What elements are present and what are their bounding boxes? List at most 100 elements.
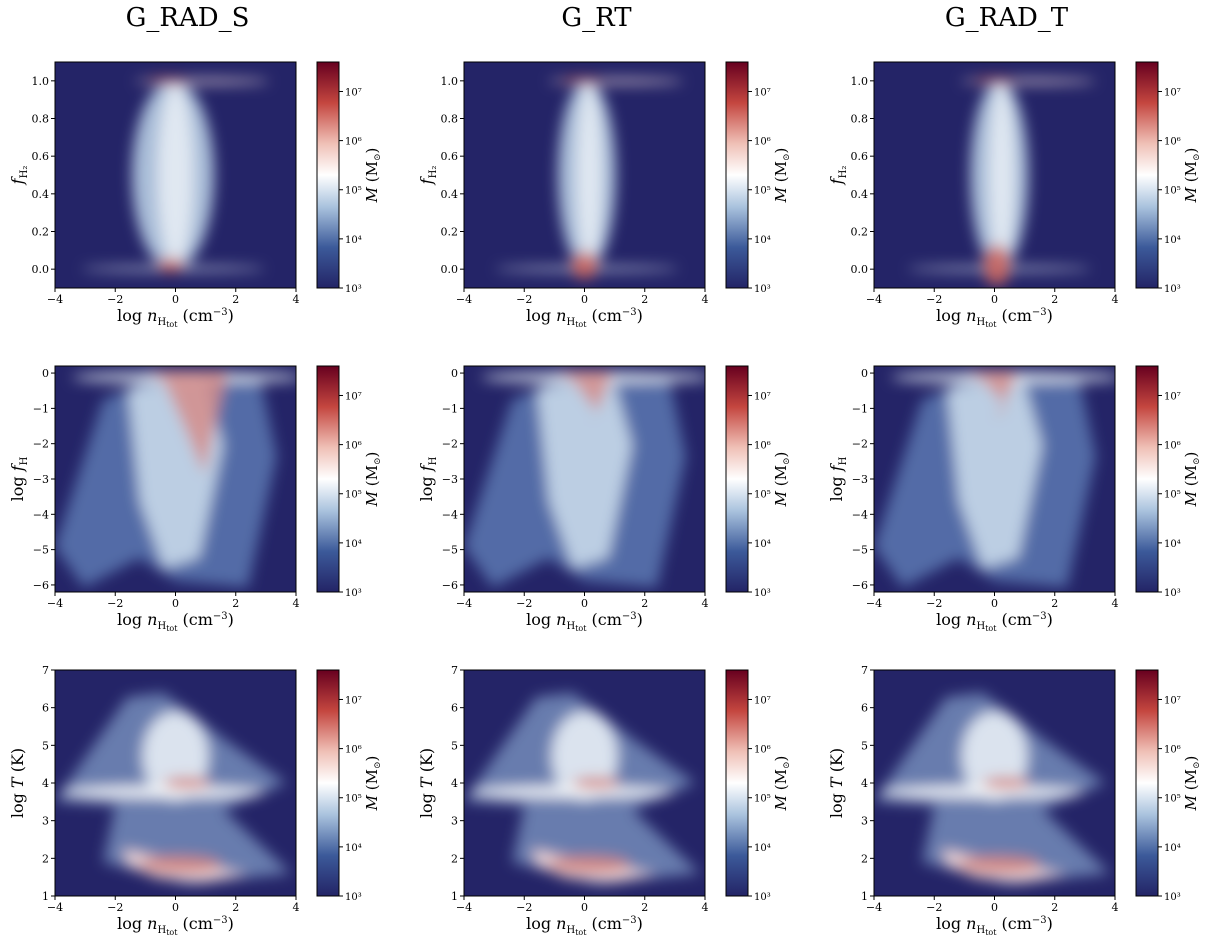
panel-2-2: −4 −2 0 2 4 1 2 3 4 5 6 7 log nHtot (cm−3) log T (K) 1… [827, 664, 1202, 936]
y-tick-label: 2 [451, 852, 458, 865]
y-tick-label: 2 [861, 852, 868, 865]
colorbar [725, 669, 749, 897]
y-tick-label: 0.2 [851, 226, 869, 239]
y-tick-label: 7 [451, 664, 458, 677]
x-tick-label: 4 [702, 597, 709, 610]
x-tick-label: −2 [516, 293, 532, 306]
colorbar [725, 365, 749, 593]
colorbar [1135, 365, 1159, 593]
y-tick-label: 7 [42, 664, 49, 677]
x-tick-label: 2 [1051, 901, 1058, 914]
density-blob [570, 251, 599, 279]
x-tick-label: −4 [47, 901, 63, 914]
density-blob [156, 258, 186, 273]
x-tick-label: −2 [107, 597, 123, 610]
y-tick-label: 5 [451, 739, 458, 752]
density-map [55, 692, 292, 885]
x-tick-label: 0 [172, 901, 179, 914]
y-tick-label: −2 [442, 438, 458, 451]
x-tick-label: −4 [866, 901, 882, 914]
y-tick-label: −2 [33, 438, 49, 451]
x-axis-label: log nHtot (cm−3) [526, 610, 643, 633]
x-tick-label: −4 [456, 901, 472, 914]
x-axis-label: log nHtot (cm−3) [117, 914, 234, 936]
x-tick-label: −4 [47, 597, 63, 610]
colorbar-tick-label: 10⁷ [345, 695, 362, 706]
colorbar-label: M (M⊙) [363, 756, 383, 812]
colorbar-tick-label: 10⁶ [1164, 137, 1181, 148]
y-tick-label: 1 [861, 890, 868, 903]
y-tick-label: 0.8 [32, 113, 50, 126]
panel-0-2: −4 −2 0 2 4 0.0 0.2 0.4 0.6 0.8 1.0 log nHtot (cm−3… [827, 61, 1202, 329]
y-tick-label: −5 [33, 544, 49, 557]
x-tick-label: 4 [702, 901, 709, 914]
density-blob [157, 84, 194, 266]
colorbar-tick-label: 10⁵ [754, 794, 771, 805]
density-blob [972, 77, 1017, 84]
y-tick-label: 4 [451, 777, 458, 790]
y-tick-label: −6 [852, 579, 868, 592]
y-axis-label: log fH [417, 456, 439, 501]
y-tick-label: 3 [42, 815, 49, 828]
y-tick-label: 0.2 [441, 226, 459, 239]
colorbar-tick-label: 10⁵ [1164, 794, 1181, 805]
colorbar-tick-label: 10³ [754, 588, 771, 599]
y-tick-label: 1.0 [32, 75, 50, 88]
y-tick-label: 2 [42, 852, 49, 865]
panel-2-1: −4 −2 0 2 4 1 2 3 4 5 6 7 log nHtot (cm−3) log T (K) 1… [417, 664, 792, 936]
y-tick-label: 0.6 [32, 150, 50, 163]
x-axis-label: log nHtot (cm−3) [117, 306, 234, 329]
colorbar-tick-label: 10⁶ [754, 137, 771, 148]
panel-0-0: −4 −2 0 2 4 0.0 0.2 0.4 0.6 0.8 1.0 log nHtot (cm−3… [8, 61, 383, 329]
colorbar-tick-label: 10⁷ [1164, 87, 1181, 98]
y-tick-label: −6 [442, 579, 458, 592]
x-tick-label: −2 [516, 597, 532, 610]
y-tick-label: 5 [861, 739, 868, 752]
colorbar-tick-label: 10³ [345, 284, 362, 295]
colorbar [725, 61, 749, 289]
y-tick-label: −6 [33, 579, 49, 592]
y-axis-label: log fH [8, 456, 30, 501]
density-blob [471, 785, 674, 799]
x-tick-label: 2 [641, 293, 648, 306]
x-tick-label: 0 [172, 293, 179, 306]
colorbar-tick-label: 10⁷ [345, 87, 362, 98]
colorbar-tick-label: 10³ [754, 892, 771, 903]
density-blob [988, 84, 1015, 266]
density-blob [548, 855, 631, 874]
density-map [495, 77, 684, 279]
x-tick-label: 0 [991, 293, 998, 306]
colorbar-tick-label: 10⁷ [1164, 695, 1181, 706]
colorbar-tick-label: 10⁴ [345, 235, 362, 246]
x-tick-label: −2 [107, 901, 123, 914]
colorbar-tick-label: 10³ [345, 892, 362, 903]
colorbar-tick-label: 10⁴ [754, 235, 771, 246]
x-tick-label: 2 [232, 901, 239, 914]
colorbar [316, 365, 340, 593]
y-tick-label: 3 [861, 815, 868, 828]
colorbar-tick-label: 10⁴ [1164, 235, 1181, 246]
colorbar-tick-label: 10⁵ [1164, 186, 1181, 197]
panel-title: G_RAD_T [945, 3, 1069, 33]
x-tick-label: 4 [293, 293, 300, 306]
y-tick-label: 0 [861, 367, 868, 380]
colorbar-tick-label: 10⁶ [754, 745, 771, 756]
x-axis-label: log nHtot (cm−3) [117, 610, 234, 633]
x-tick-label: −4 [47, 293, 63, 306]
colorbar-label: M (M⊙) [1182, 452, 1202, 508]
x-tick-label: 2 [1051, 597, 1058, 610]
colorbar-tick-label: 10⁵ [345, 794, 362, 805]
x-tick-label: 4 [293, 597, 300, 610]
density-map [464, 692, 701, 885]
y-tick-label: 1.0 [851, 75, 869, 88]
y-tick-label: −1 [442, 402, 458, 415]
colorbar-tick-label: 10⁴ [1164, 539, 1181, 550]
y-tick-label: 6 [451, 702, 458, 715]
y-tick-label: −3 [442, 473, 458, 486]
x-tick-label: 0 [172, 597, 179, 610]
y-tick-label: −1 [852, 402, 868, 415]
x-tick-label: −2 [516, 901, 532, 914]
y-tick-label: 4 [42, 777, 49, 790]
